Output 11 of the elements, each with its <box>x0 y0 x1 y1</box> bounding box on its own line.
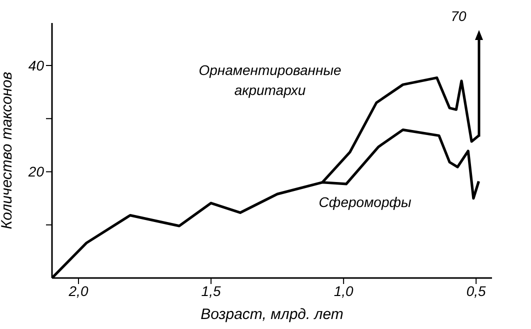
x-tick-label: 1,5 <box>201 282 221 299</box>
x-axis-title: Возраст, млрд. лет <box>200 306 344 323</box>
series-label: Сфероморфы <box>318 193 412 212</box>
annotation: 70 <box>450 8 466 24</box>
y-axis-title: Количество таксонов <box>0 72 16 230</box>
y-tick-label: 20 <box>27 164 44 180</box>
x-tick-label: 0,5 <box>466 282 486 299</box>
text: Орнаментированные акритархи <box>198 61 342 100</box>
x-tick-label: 2,0 <box>68 282 88 299</box>
y-tick-label: 40 <box>28 57 44 74</box>
x-tick-label: 1,0 <box>334 282 354 299</box>
